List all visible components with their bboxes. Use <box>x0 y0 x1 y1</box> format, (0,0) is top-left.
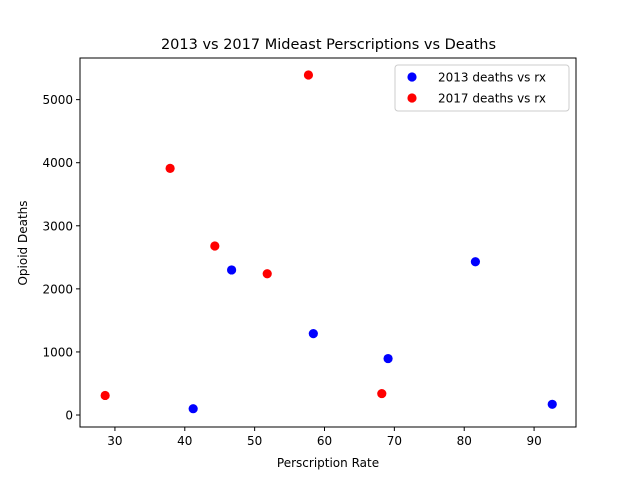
scatter-point-series-1 <box>226 265 237 275</box>
scatter-point-series-1 <box>547 399 557 409</box>
x-axis-label: Perscription Rate <box>277 456 379 470</box>
x-tick-label: 50 <box>247 434 262 448</box>
scatter-point-series-2 <box>100 390 110 401</box>
scatter-point-series-2 <box>210 241 220 251</box>
plot-area-frame <box>79 57 577 428</box>
scatter-point-series-2 <box>262 269 272 279</box>
y-tick-label: 5000 <box>42 93 73 107</box>
x-tick-label: 60 <box>317 434 332 448</box>
x-tick-label: 70 <box>387 434 402 448</box>
legend-label-series-2: 2017 deaths vs rx <box>438 92 546 106</box>
legend: 2013 deaths vs rx 2017 deaths vs rx <box>394 64 570 112</box>
x-tick-label: 30 <box>107 434 122 448</box>
y-axis-label: Opioid Deaths <box>16 200 30 285</box>
scatter-point-series-1 <box>383 353 393 364</box>
scatter-point-series-1 <box>188 404 198 414</box>
y-tick-label: 0 <box>65 409 73 423</box>
legend-box <box>394 64 570 112</box>
scatter-point-series-2 <box>303 70 314 80</box>
y-tick-label: 2000 <box>42 282 73 296</box>
x-tick-label: 80 <box>457 434 472 448</box>
scatter-point-series-2 <box>165 163 175 173</box>
y-tick-label: 1000 <box>42 345 73 359</box>
scatter-point-series-1 <box>470 257 481 267</box>
scatter-point-series-2 <box>377 388 387 399</box>
chart-title: 2013 vs 2017 Mideast Perscriptions vs De… <box>161 37 496 53</box>
scatter-point-series-1 <box>308 329 318 339</box>
x-tick-label: 90 <box>526 434 541 448</box>
legend-label-series-1: 2013 deaths vs rx <box>438 71 546 85</box>
legend-marker-series-1 <box>407 72 417 82</box>
y-tick-label: 3000 <box>42 219 73 233</box>
x-tick-label: 40 <box>177 434 192 448</box>
legend-marker-series-2 <box>407 93 417 103</box>
y-tick-label: 4000 <box>42 156 73 170</box>
